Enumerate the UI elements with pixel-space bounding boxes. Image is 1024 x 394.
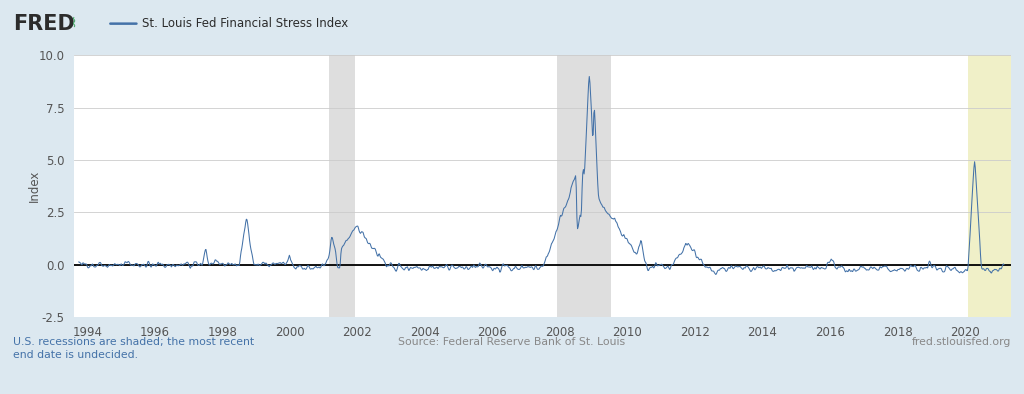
- Text: fred.stlouisfed.org: fred.stlouisfed.org: [911, 337, 1011, 347]
- Bar: [557, 55, 610, 317]
- Text: ⌇: ⌇: [70, 16, 76, 29]
- Y-axis label: Index: Index: [28, 170, 41, 203]
- Text: Source: Federal Reserve Bank of St. Louis: Source: Federal Reserve Bank of St. Loui…: [398, 337, 626, 347]
- Bar: [330, 55, 354, 317]
- Text: St. Louis Fed Financial Stress Index: St. Louis Fed Financial Stress Index: [142, 17, 348, 30]
- Bar: [968, 55, 1011, 317]
- Text: U.S. recessions are shaded; the most recent
end date is undecided.: U.S. recessions are shaded; the most rec…: [13, 337, 254, 361]
- Text: FRED: FRED: [13, 14, 75, 33]
